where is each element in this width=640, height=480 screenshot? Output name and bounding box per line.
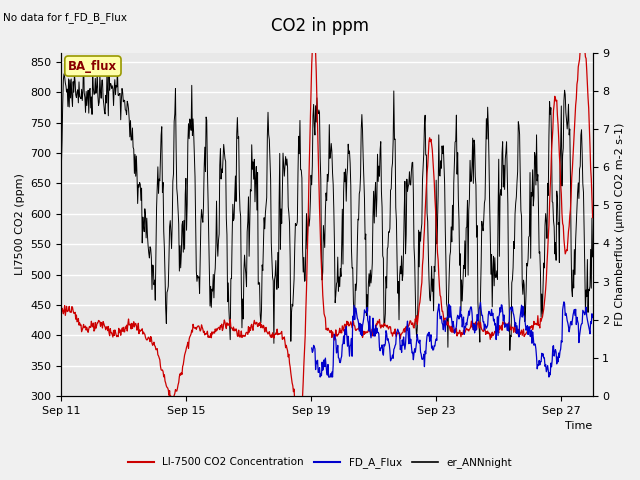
Y-axis label: FD Chamberflux (μmol CO2 m-2 s-1): FD Chamberflux (μmol CO2 m-2 s-1) bbox=[615, 123, 625, 326]
Text: BA_flux: BA_flux bbox=[68, 60, 118, 72]
Text: CO2 in ppm: CO2 in ppm bbox=[271, 17, 369, 35]
Y-axis label: LI7500 CO2 (ppm): LI7500 CO2 (ppm) bbox=[15, 173, 25, 276]
Text: No data for f_FD_B_Flux: No data for f_FD_B_Flux bbox=[3, 12, 127, 23]
Legend: LI-7500 CO2 Concentration, FD_A_Flux, er_ANNnight: LI-7500 CO2 Concentration, FD_A_Flux, er… bbox=[124, 453, 516, 472]
X-axis label: Time: Time bbox=[565, 421, 593, 432]
